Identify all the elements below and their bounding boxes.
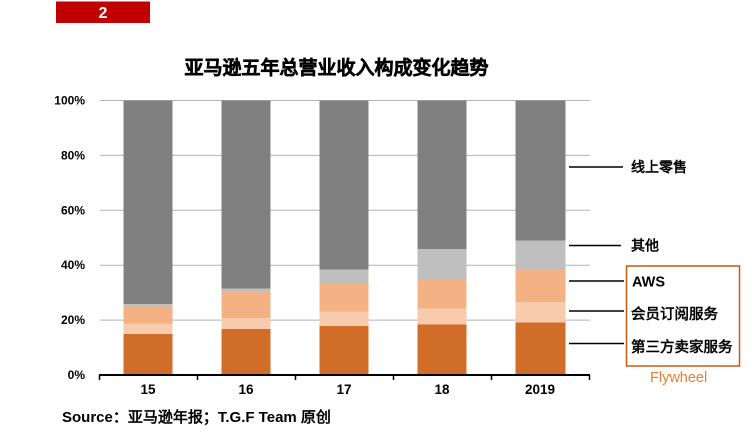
- svg-text:17: 17: [336, 382, 351, 397]
- svg-text:亚马逊五年总营业收入构成变化趋势: 亚马逊五年总营业收入构成变化趋势: [184, 56, 488, 79]
- svg-text:80%: 80%: [61, 148, 85, 162]
- svg-text:其他: 其他: [631, 238, 659, 254]
- svg-text:18: 18: [434, 382, 450, 397]
- svg-text:2: 2: [99, 5, 108, 22]
- svg-text:第三方卖家服务: 第三方卖家服务: [631, 338, 733, 356]
- svg-text:Flywheel: Flywheel: [650, 370, 707, 386]
- svg-text:0%: 0%: [68, 368, 86, 382]
- svg-text:15: 15: [140, 382, 156, 397]
- svg-text:40%: 40%: [61, 258, 85, 272]
- svg-text:20%: 20%: [61, 313, 85, 327]
- svg-text:会员订阅服务: 会员订阅服务: [631, 305, 718, 323]
- svg-text:Source：亚马逊年报；T.G.F Team 原创: Source：亚马逊年报；T.G.F Team 原创: [62, 408, 331, 426]
- svg-text:60%: 60%: [61, 203, 85, 217]
- svg-text:线上零售: 线上零售: [631, 159, 687, 175]
- svg-text:16: 16: [238, 382, 254, 397]
- svg-text:AWS: AWS: [632, 275, 665, 291]
- svg-text:2019: 2019: [525, 382, 555, 397]
- svg-text:100%: 100%: [54, 94, 85, 108]
